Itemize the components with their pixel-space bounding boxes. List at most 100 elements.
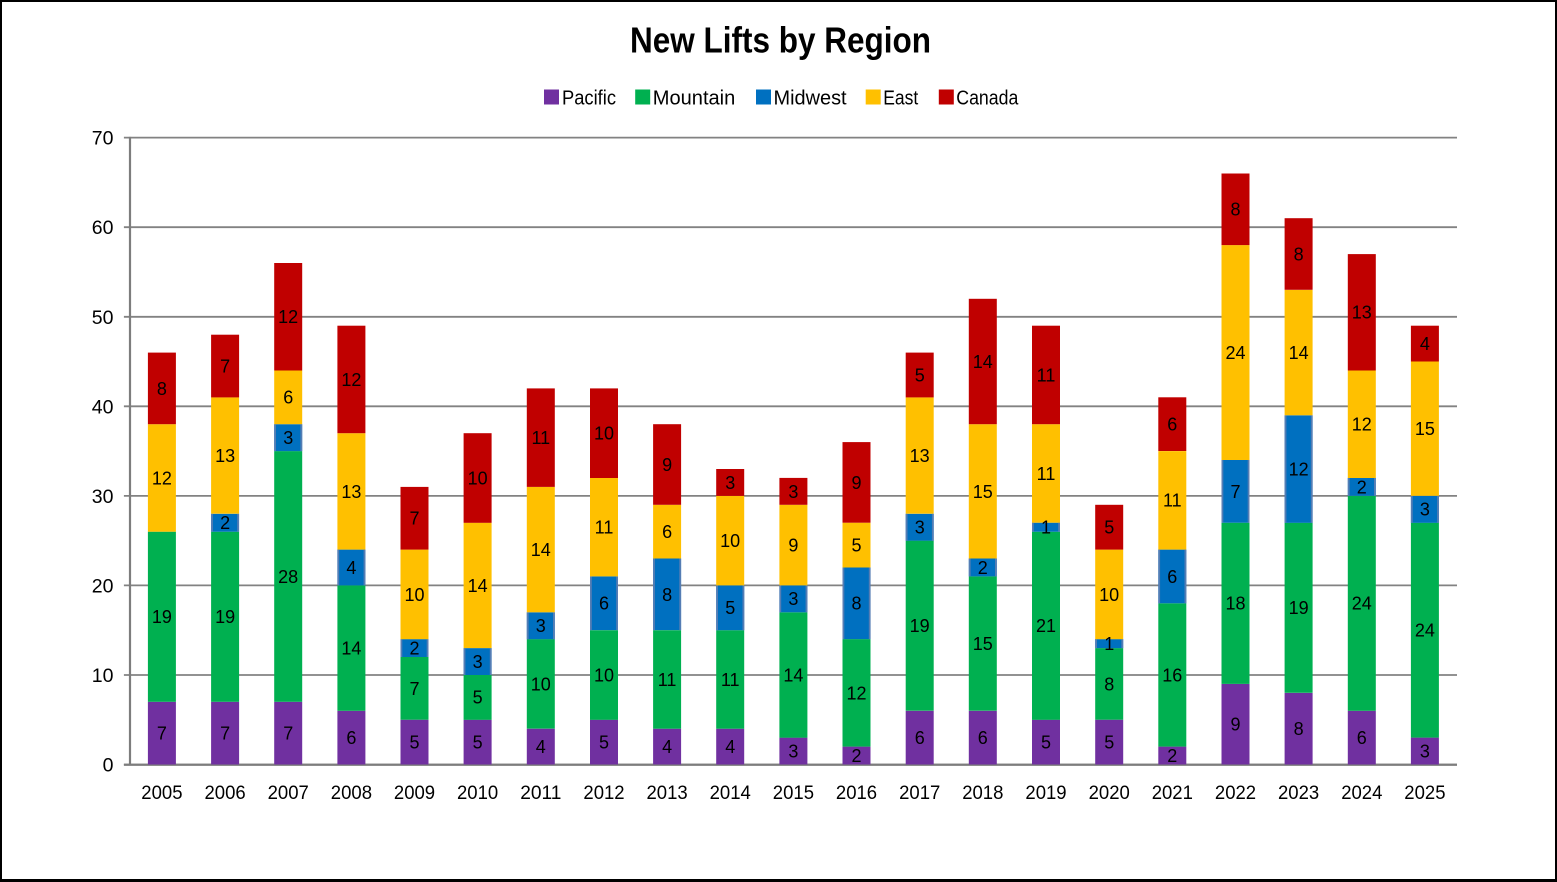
svg-text:6: 6 (1167, 567, 1177, 587)
svg-text:12: 12 (846, 683, 866, 703)
svg-text:2: 2 (851, 746, 861, 766)
svg-text:9: 9 (851, 473, 861, 493)
svg-text:5: 5 (851, 536, 861, 556)
svg-text:9: 9 (1230, 715, 1240, 735)
svg-text:3: 3 (473, 652, 483, 672)
svg-text:19: 19 (910, 616, 930, 636)
svg-text:4: 4 (662, 737, 672, 757)
svg-text:7: 7 (220, 356, 230, 376)
svg-text:6: 6 (283, 388, 293, 408)
svg-text:Mountain: Mountain (653, 87, 736, 109)
svg-text:50: 50 (92, 307, 114, 329)
svg-text:2: 2 (220, 513, 230, 533)
svg-text:14: 14 (973, 352, 993, 372)
svg-text:5: 5 (915, 365, 925, 385)
svg-text:2020: 2020 (1089, 782, 1130, 804)
svg-text:8: 8 (157, 379, 167, 399)
svg-text:7: 7 (283, 724, 293, 744)
svg-text:2008: 2008 (331, 782, 372, 804)
svg-text:24: 24 (1352, 594, 1372, 614)
svg-text:2018: 2018 (962, 782, 1003, 804)
svg-text:10: 10 (1099, 585, 1119, 605)
svg-text:10: 10 (720, 531, 740, 551)
svg-text:14: 14 (1289, 343, 1309, 363)
svg-text:2: 2 (978, 558, 988, 578)
svg-text:4: 4 (725, 737, 735, 757)
svg-text:2023: 2023 (1278, 782, 1319, 804)
svg-text:2009: 2009 (394, 782, 435, 804)
svg-text:2012: 2012 (583, 782, 624, 804)
svg-text:70: 70 (92, 128, 114, 150)
svg-text:14: 14 (783, 665, 803, 685)
svg-text:11: 11 (595, 518, 614, 538)
svg-text:5: 5 (409, 733, 419, 753)
svg-text:40: 40 (92, 396, 114, 418)
svg-text:3: 3 (915, 518, 925, 538)
svg-text:3: 3 (725, 473, 735, 493)
svg-text:3: 3 (1420, 500, 1430, 520)
svg-text:8: 8 (1230, 200, 1240, 220)
svg-text:Pacific: Pacific (562, 87, 616, 109)
svg-text:East: East (883, 87, 918, 109)
svg-text:15: 15 (973, 482, 993, 502)
svg-text:9: 9 (662, 455, 672, 475)
svg-text:3: 3 (1420, 742, 1430, 762)
svg-text:6: 6 (1357, 728, 1367, 748)
svg-text:10: 10 (594, 424, 614, 444)
svg-text:24: 24 (1415, 621, 1435, 641)
svg-text:2025: 2025 (1404, 782, 1445, 804)
svg-text:12: 12 (1352, 415, 1372, 435)
svg-text:21: 21 (1036, 616, 1056, 636)
svg-text:18: 18 (1225, 594, 1245, 614)
svg-text:5: 5 (1104, 733, 1114, 753)
svg-text:3: 3 (788, 589, 798, 609)
svg-text:5: 5 (1104, 518, 1114, 538)
svg-text:2011: 2011 (520, 782, 561, 804)
svg-text:13: 13 (1352, 303, 1372, 323)
svg-text:11: 11 (721, 670, 740, 690)
svg-text:6: 6 (978, 728, 988, 748)
svg-text:24: 24 (1225, 343, 1245, 363)
svg-text:13: 13 (215, 446, 235, 466)
svg-text:2017: 2017 (899, 782, 940, 804)
svg-text:6: 6 (599, 594, 609, 614)
svg-text:11: 11 (531, 428, 550, 448)
svg-text:8: 8 (1294, 245, 1304, 265)
svg-text:19: 19 (215, 607, 235, 627)
svg-text:8: 8 (851, 594, 861, 614)
svg-text:2006: 2006 (205, 782, 246, 804)
svg-text:19: 19 (152, 607, 172, 627)
svg-text:10: 10 (594, 665, 614, 685)
svg-text:7: 7 (1230, 482, 1240, 502)
svg-text:4: 4 (346, 558, 356, 578)
svg-text:2024: 2024 (1341, 782, 1382, 804)
svg-text:7: 7 (157, 724, 167, 744)
svg-text:2014: 2014 (710, 782, 751, 804)
svg-text:2005: 2005 (141, 782, 182, 804)
svg-text:12: 12 (1289, 459, 1309, 479)
svg-text:4: 4 (1420, 334, 1430, 354)
svg-text:2: 2 (1167, 746, 1177, 766)
svg-text:8: 8 (1294, 719, 1304, 739)
svg-text:8: 8 (662, 585, 672, 605)
svg-text:9: 9 (788, 536, 798, 556)
svg-text:Midwest: Midwest (774, 87, 848, 109)
svg-text:2016: 2016 (836, 782, 877, 804)
svg-text:19: 19 (1289, 598, 1309, 618)
svg-text:11: 11 (658, 670, 677, 690)
svg-text:2022: 2022 (1215, 782, 1256, 804)
svg-text:6: 6 (1167, 415, 1177, 435)
svg-text:7: 7 (220, 724, 230, 744)
svg-text:60: 60 (92, 217, 114, 239)
svg-text:11: 11 (1163, 491, 1182, 511)
svg-text:2: 2 (409, 639, 419, 659)
svg-text:5: 5 (1041, 733, 1051, 753)
svg-text:Canada: Canada (956, 87, 1019, 109)
svg-text:2010: 2010 (457, 782, 498, 804)
svg-text:5: 5 (725, 598, 735, 618)
svg-text:12: 12 (152, 468, 172, 488)
svg-text:2007: 2007 (268, 782, 309, 804)
svg-text:3: 3 (788, 742, 798, 762)
svg-text:2: 2 (1357, 477, 1367, 497)
svg-text:1: 1 (1041, 518, 1051, 538)
